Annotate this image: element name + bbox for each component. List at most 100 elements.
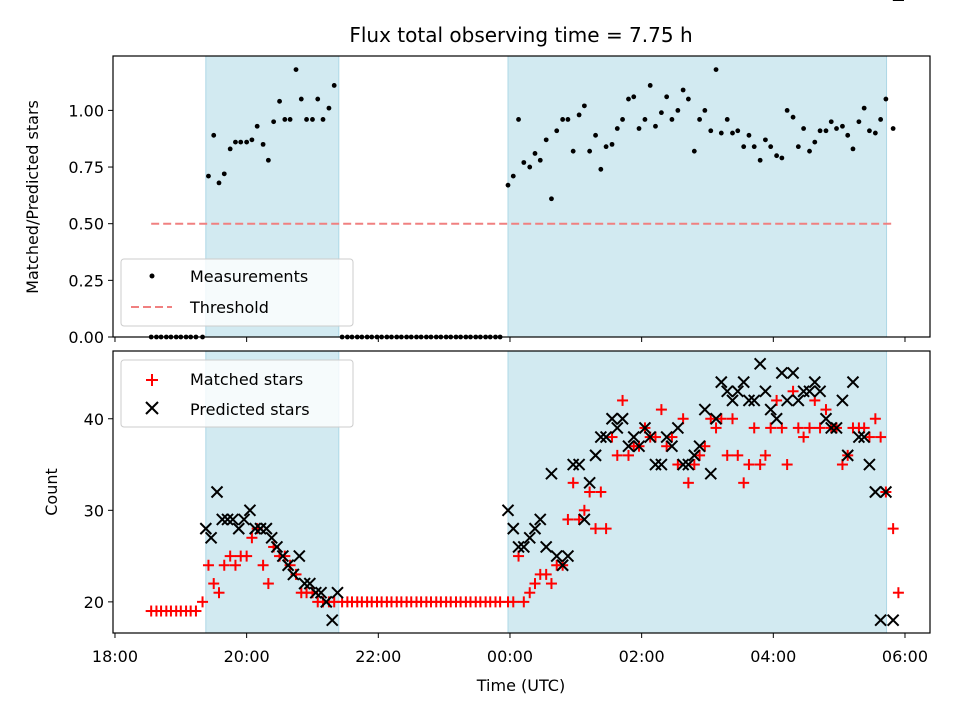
predicted-stars-point [309,586,322,599]
matched-stars-point [567,477,579,489]
matched-stars-point [661,440,673,452]
matched-stars-point [705,413,717,425]
measurements-point [697,117,702,122]
matched-stars-point [738,477,750,489]
measurements-point [620,117,625,122]
ratio-y-tick-label: 0.50 [68,215,104,234]
measurements-point [221,171,227,177]
measurements-point [505,182,511,188]
matched-stars-point [590,523,602,535]
matched-stars-point [754,459,766,471]
predicted-stars-point [303,577,317,590]
measurements-point [233,139,238,145]
matched-stars-point [284,559,296,571]
matched-stars-point [887,523,899,535]
matched-stars-point [892,587,904,599]
ratio-legend-box [120,258,354,327]
predicted-stars-point [248,522,262,535]
predicted-stars-point [523,531,536,544]
predicted-stars-point [210,485,224,499]
matched-stars-point [229,559,241,571]
predicted-stars-point [753,357,767,371]
predicted-stars-point [819,412,833,425]
legend-measurements-label: Measurements [190,267,308,286]
matched-stars-point [743,459,755,471]
matched-stars-point [573,513,585,525]
count-panel: 20 30 40 18:00 20:00 22:00 00:00 02:00 04:00 06:… [42,0,931,695]
measurements-point [807,148,812,154]
predicted-stars-point [676,458,690,471]
measurements-point [631,94,637,100]
predicted-stars-point [879,485,893,499]
measurements-point [298,96,304,102]
matched-stars-point [562,513,574,525]
predicted-stars-point [660,430,673,444]
ratio-legend: Measurements Threshold [120,258,354,327]
predicted-stars-point [314,586,328,599]
measurements-point [861,105,867,111]
measurements-point [277,98,282,104]
count-y-tick-label: 20 [84,593,104,612]
measurements-point [680,87,686,93]
matched-stars-point [715,413,727,425]
predicted-stars-point [715,375,728,389]
measurements-point [872,130,878,136]
measurements-point [718,130,724,136]
measurements-point [254,123,260,129]
count-observing-window-1 [507,350,888,634]
matched-stars-point [279,550,291,562]
measurements-point [795,144,801,150]
x-tick-label: 00:00 [487,647,533,666]
legend-threshold-label: Threshold [189,298,269,317]
measurements-point [326,105,332,111]
measurements-point [537,157,543,163]
measurements-point [265,157,271,163]
predicted-stars-point [539,540,553,554]
predicted-stars-point [709,412,723,425]
x-tick-label: 02:00 [619,647,665,666]
matched-stars-point [748,422,760,434]
measurements-point [576,112,582,118]
measurements-point [675,107,681,113]
measurements-point [845,132,851,138]
measurements-point [609,141,615,147]
predicted-stars-point [671,421,685,435]
predicted-stars-point [748,394,761,407]
measurements-point [603,144,609,150]
measurements-point [216,180,222,186]
predicted-stars-point [627,430,640,444]
predicted-stars-point [863,458,876,471]
predicted-stars-point [759,385,772,398]
matched-stars-point [197,596,209,608]
predicted-stars-point [721,385,734,398]
matched-stars-point [792,422,804,434]
matched-stars-point [804,422,816,434]
matched-stars-point [262,578,274,590]
measurements-point [664,94,670,100]
predicted-stars-point [869,485,882,499]
matched-stars-point [649,431,661,443]
measurements-point [626,96,631,102]
predicted-stars-point [770,412,783,425]
measurements-point [516,117,521,122]
predicted-stars-point [698,403,712,416]
count-legend: Matched stars Predicted stars [120,359,354,428]
predicted-stars-point [501,504,515,517]
measurements-point [840,123,845,129]
matched-stars-point [595,486,607,498]
predicted-stars-point [643,430,657,444]
predicted-stars-point [326,613,339,627]
predicted-stars-point [583,476,596,490]
measurements-point [812,139,818,145]
matched-stars-point [863,431,875,443]
matched-stars-point [682,477,694,489]
matched-stars-point [507,596,519,608]
measurements-point [565,117,571,122]
matched-stars-point [875,431,887,443]
matched-stars-point [224,550,236,562]
measurements-point [227,146,233,152]
predicted-stars-point [534,513,547,526]
matched-stars-point [545,578,557,590]
predicted-stars-point [731,385,744,398]
predicted-stars-point [704,467,717,480]
